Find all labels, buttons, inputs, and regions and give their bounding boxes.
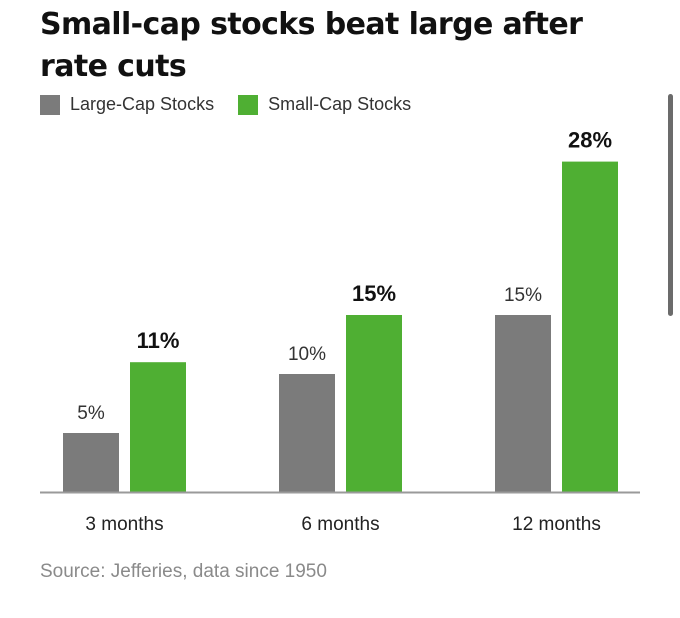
category-label-6-months: 6 months [301, 514, 379, 535]
chart-title: Small-cap stocks beat large after rate c… [40, 7, 583, 84]
bar-large-cap-stocks-6-months [279, 374, 335, 492]
bar-large-cap-stocks-12-months [495, 315, 551, 492]
bar-large-cap-stocks-3-months [63, 433, 119, 492]
legend-label-large-cap: Large-Cap Stocks [70, 94, 215, 114]
legend-item-large-cap: Large-Cap Stocks [40, 94, 214, 115]
legend-label-small-cap: Small-Cap Stocks [268, 94, 412, 114]
data-label-small-cap-stocks-6-months: 15% [352, 281, 396, 306]
bar-small-cap-stocks-12-months [562, 161, 618, 492]
category-label-3-months: 3 months [85, 514, 163, 535]
bar-small-cap-stocks-6-months [346, 315, 402, 492]
scrollbar[interactable] [668, 94, 673, 316]
source-note: Source: Jefferies, data since 1950 [40, 561, 327, 582]
data-label-large-cap-stocks-12-months: 15% [504, 285, 542, 306]
legend-item-small-cap: Small-Cap Stocks [238, 94, 411, 115]
data-label-small-cap-stocks-12-months: 28% [568, 128, 612, 153]
data-label-large-cap-stocks-3-months: 5% [77, 403, 105, 424]
legend-swatch-large-cap [40, 94, 60, 115]
legend-swatch-small-cap [238, 94, 259, 115]
legend: Large-Cap Stocks Small-Cap Stocks [40, 94, 435, 115]
data-label-large-cap-stocks-6-months: 10% [288, 344, 326, 365]
category-label-12-months: 12 months [512, 514, 601, 535]
data-label-small-cap-stocks-3-months: 11% [137, 328, 180, 353]
bar-small-cap-stocks-3-months [130, 362, 186, 492]
